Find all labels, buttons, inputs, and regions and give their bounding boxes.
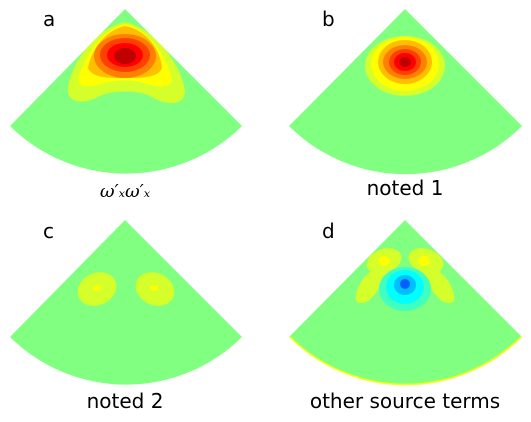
panel-a-contours <box>67 22 186 104</box>
panel-b-caption: noted 1 <box>366 176 444 200</box>
panel-d-contours <box>355 248 455 311</box>
panel-c-plot <box>10 220 242 385</box>
panel-d-rim <box>289 335 522 386</box>
panel-b-label: b <box>322 7 335 31</box>
panel-c-label: c <box>43 219 54 243</box>
panel-a-caption: ω′ₓω′ₓ <box>99 181 151 202</box>
panel-a-plot <box>10 9 242 174</box>
panel-d-plot <box>289 220 522 386</box>
panel-b-plot <box>289 9 522 175</box>
panel-c-caption: noted 2 <box>86 389 164 413</box>
panel-d-label: d <box>322 219 335 243</box>
panel-b-contours <box>365 36 445 96</box>
panel-d-caption: other source terms <box>309 389 501 413</box>
panel-a-label: a <box>43 7 56 31</box>
panel-c-contours <box>77 272 175 306</box>
